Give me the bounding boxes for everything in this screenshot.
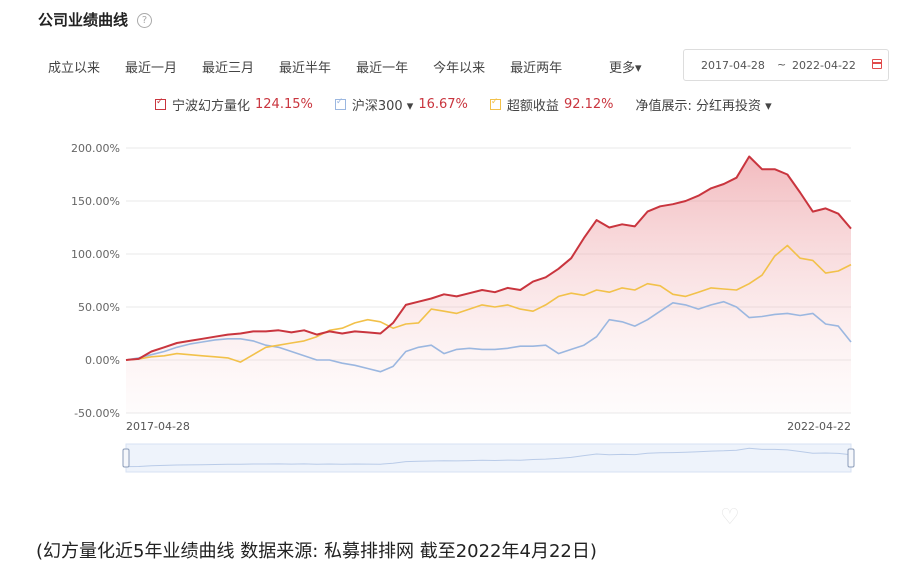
tab-last-half-year[interactable]: 最近半年 [279,61,332,76]
series-line-excess [125,244,852,363]
tab-last-3-months[interactable]: 最近三月 [202,61,255,76]
x-tick-label: 2017-04-28 [126,420,190,433]
legend: 宁波幻方量化 124.15% 沪深300 ▾ 16.67% 超额收益 92.12… [155,95,772,114]
legend-value: 124.15% [255,97,313,112]
y-tick-label: 100.00% [71,248,120,261]
legend-value: 16.67% [418,97,468,112]
legend-label: 宁波幻方量化 [172,99,251,114]
tab-last-year[interactable]: 最近一年 [356,61,409,76]
y-tick-label: -50.00% [74,407,120,420]
tab-last-month[interactable]: 最近一月 [125,61,178,76]
legend-label: 沪深300 ▾ [351,99,414,114]
period-tabs: 成立以来 最近一月 最近三月 最近半年 最近一年 今年以来 最近两年 [48,57,587,76]
start-date[interactable]: 2017-04-28 [701,59,765,72]
more-dropdown[interactable]: 更多▾ [609,61,642,76]
y-tick-label: 0.00% [85,354,120,367]
tab-since-inception[interactable]: 成立以来 [48,61,101,76]
question-circle-icon[interactable]: ? [137,13,152,28]
checkbox-icon[interactable] [489,97,501,110]
date-separator: ~ [777,58,787,71]
calendar-icon[interactable] [872,59,882,69]
legend-item-index[interactable]: 沪深300 ▾ 16.67% [334,95,468,114]
series-line-fund [125,155,852,361]
page-title: 公司业绩曲线 [38,11,129,29]
tab-ytd[interactable]: 今年以来 [433,61,486,76]
y-tick-label: 50.00% [78,301,120,314]
end-date[interactable]: 2022-04-22 [792,59,856,72]
range-handle-left[interactable] [122,448,130,468]
tab-last-2-years[interactable]: 最近两年 [510,61,563,76]
range-slider-preview [125,447,852,468]
checkbox-icon[interactable] [155,97,166,110]
legend-label: 超额收益 [506,99,559,114]
range-slider-track[interactable] [125,443,852,473]
series-line-index [125,300,852,373]
nav-display-dropdown[interactable]: 净值展示: 分红再投资 ▾ [635,99,772,114]
y-tick-label: 150.00% [71,195,120,208]
series-area-fund [126,156,851,413]
y-tick-label: 200.00% [71,142,120,155]
legend-item-fund[interactable]: 宁波幻方量化 124.15% [155,95,313,114]
checkbox-icon[interactable] [334,97,346,110]
performance-chart: 200.00% 150.00% 100.00% 50.00% 0.00% -50.00% 2… [71,142,855,473]
legend-value: 92.12% [563,97,614,112]
date-range-picker[interactable]: 2017-04-28 ~ 2022-04-22 [683,49,889,81]
caption: (幻方量化近5年业绩曲线 数据来源: 私募排排网 截至2022年4月22日) [36,541,597,562]
watermark-logo: ♡ [720,505,740,530]
legend-item-excess[interactable]: 超额收益 92.12% [489,95,614,114]
x-tick-label: 2022-04-22 [787,420,851,433]
range-handle-right[interactable] [847,448,855,468]
